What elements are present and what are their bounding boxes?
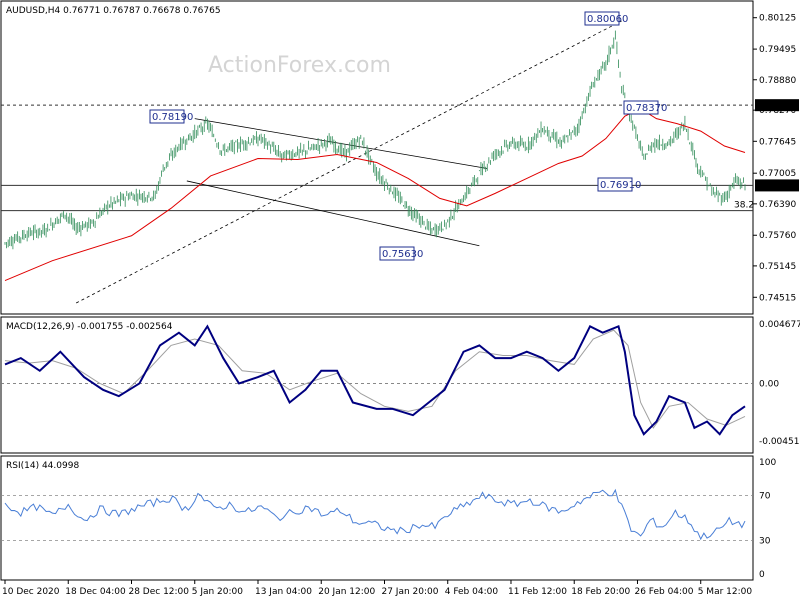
- price-label: 0.78190: [152, 112, 193, 123]
- watermark: ActionForex.com: [208, 53, 391, 78]
- time-axis-label: 28 Dec 12:00: [128, 587, 189, 597]
- rising-trend-line: [75, 20, 622, 304]
- time-axis-label: 10 Dec 2020: [2, 587, 60, 597]
- price-axis-label: 0.79495: [759, 45, 796, 55]
- time-axis-label: 13 Jan 04:00: [255, 587, 312, 597]
- channel-upper-line: [194, 118, 488, 169]
- current-price-tag: [755, 179, 799, 192]
- macd-panel-frame: [0, 316, 754, 454]
- price-axis-label: 0.74515: [759, 293, 796, 303]
- channel-lower-line: [186, 180, 480, 247]
- rsi-axis-label: 30: [759, 536, 771, 546]
- price-layer: 38.2 0.78190 0.75630 0.80060 0.78370 0.76910: [1, 11, 754, 304]
- price-axis-label: 0.75760: [759, 231, 796, 241]
- time-axis-label: 20 Jan 12:00: [318, 587, 375, 597]
- price-label: 0.78370: [626, 103, 667, 114]
- rsi-panel-header: RSI(14) 44.0998: [6, 461, 79, 471]
- time-axis-label: 5 Jan 20:00: [192, 587, 244, 597]
- rsi-axis-label: 70: [759, 492, 771, 502]
- level-price-tag-text: 0.78370: [758, 101, 795, 111]
- price-axis-label: 0.77005: [759, 169, 796, 179]
- rsi-layer: [1, 488, 753, 541]
- current-price-tag-text: 0.76765: [758, 181, 795, 191]
- price-panel-frame: [0, 0, 754, 315]
- price-axis-label: 0.78880: [759, 76, 796, 86]
- price-label-box: [584, 11, 620, 26]
- price-panel-header: AUDUSD,H4 0.76771 0.76787 0.76678 0.7676…: [6, 6, 221, 16]
- fib-level-label: 38.2: [734, 201, 754, 211]
- time-axis-label: 18 Feb 20:00: [571, 587, 630, 597]
- macd-signal-line: [4, 329, 746, 429]
- price-label: 0.80060: [587, 14, 628, 25]
- time-axis-label: 4 Feb 04:00: [445, 587, 499, 597]
- time-axis-label: 18 Dec 04:00: [65, 587, 126, 597]
- time-axis-label: 26 Feb 04:00: [634, 587, 693, 597]
- macd-line: [4, 324, 746, 436]
- price-axis-label: 0.80125: [759, 14, 796, 24]
- time-axis-label: 27 Jan 20:00: [381, 587, 438, 597]
- macd-layer: [1, 324, 753, 436]
- level-price-tag: [755, 99, 799, 112]
- macd-panel-header: MACD(12,26,9) -0.001755 -0.002564: [6, 322, 173, 332]
- price-axis-label: 0.76390: [759, 200, 796, 210]
- macd-axis-label: 0.004677: [759, 320, 800, 330]
- time-axis-label: 11 Feb 12:00: [508, 587, 567, 597]
- price-axis-label: 0.77645: [759, 137, 796, 147]
- rsi-panel-frame: [0, 455, 754, 581]
- price-label: 0.76910: [600, 180, 641, 191]
- macd-axis-label: 0.00: [759, 379, 779, 389]
- price-label-box: [623, 100, 659, 115]
- rsi-axis-label: 100: [759, 458, 776, 468]
- price-label: 0.75630: [382, 249, 423, 260]
- price-label-box: [149, 109, 185, 124]
- rsi-line: [4, 488, 746, 541]
- price-label-box: [379, 246, 415, 261]
- price-axis-label: 0.75145: [759, 262, 796, 272]
- moving-average-line: [4, 108, 746, 282]
- rsi-axis-label: 0: [759, 570, 765, 580]
- macd-axis-label: -0.004519: [759, 437, 800, 447]
- time-axis-label: 5 Mar 12:00: [698, 587, 753, 597]
- price-label-box: [597, 177, 633, 192]
- axis-layer: 0.801250.794950.788800.782700.776450.770…: [2, 14, 800, 597]
